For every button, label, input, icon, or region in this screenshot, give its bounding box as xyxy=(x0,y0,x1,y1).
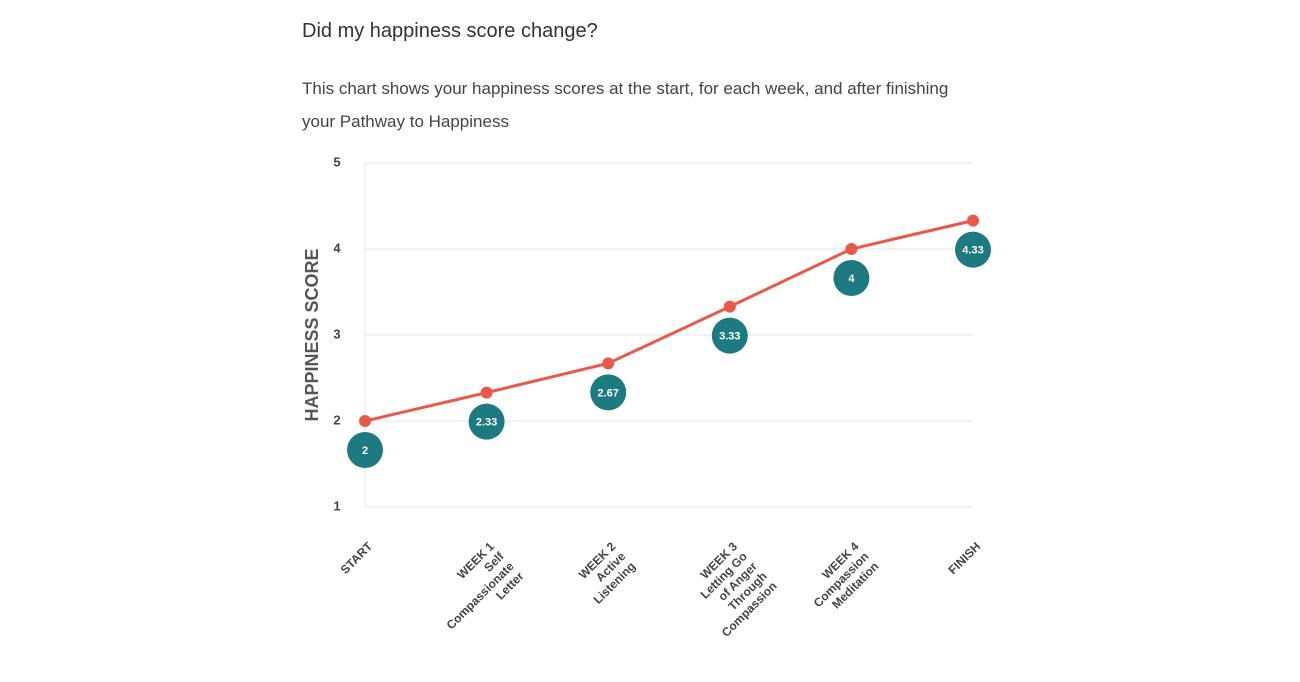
y-tick-label: 4 xyxy=(333,240,341,255)
data-point xyxy=(967,214,979,227)
y-tick-label: 1 xyxy=(333,498,340,513)
x-tick-label: WEEK 3Letting Goof AngerThroughCompassio… xyxy=(679,539,780,640)
data-point xyxy=(359,415,371,427)
value-badge xyxy=(833,260,870,296)
x-tick-label-line: START xyxy=(338,539,376,577)
value-label: 3.33 xyxy=(719,331,740,343)
chart-subtitle: This chart shows your happiness scores a… xyxy=(302,79,949,131)
y-axis-label: HAPPINESS SCORE xyxy=(302,248,322,421)
chart-title: Did my happiness score change? xyxy=(302,20,598,42)
value-label: 2.33 xyxy=(476,417,497,429)
data-point xyxy=(480,386,493,399)
data-point xyxy=(602,357,615,370)
x-tick-label-line: FINISH xyxy=(946,539,984,577)
value-badge xyxy=(347,432,383,468)
x-tick-label: WEEK 4CompassionMeditation xyxy=(801,539,882,620)
y-tick-label: 2 xyxy=(333,412,340,427)
value-badge xyxy=(468,403,505,440)
value-label: 4 xyxy=(848,273,855,285)
x-tick-label: WEEK 2ActiveListening xyxy=(571,539,639,607)
value-badge xyxy=(590,374,627,411)
x-tick-label: WEEK 1SelfCompassionateLetter xyxy=(424,539,527,642)
value-badge xyxy=(955,231,991,268)
series-line xyxy=(364,219,974,423)
value-label: 2 xyxy=(362,445,368,457)
x-tick-label: START xyxy=(338,539,376,577)
value-label: 4.33 xyxy=(962,245,983,257)
value-label: 2.67 xyxy=(597,387,618,399)
value-badge xyxy=(711,317,748,354)
y-tick-label: 3 xyxy=(333,326,340,341)
data-point xyxy=(723,300,736,313)
x-tick-label: FINISH xyxy=(946,539,984,577)
data-point xyxy=(845,243,858,255)
y-tick-label: 5 xyxy=(333,154,340,169)
